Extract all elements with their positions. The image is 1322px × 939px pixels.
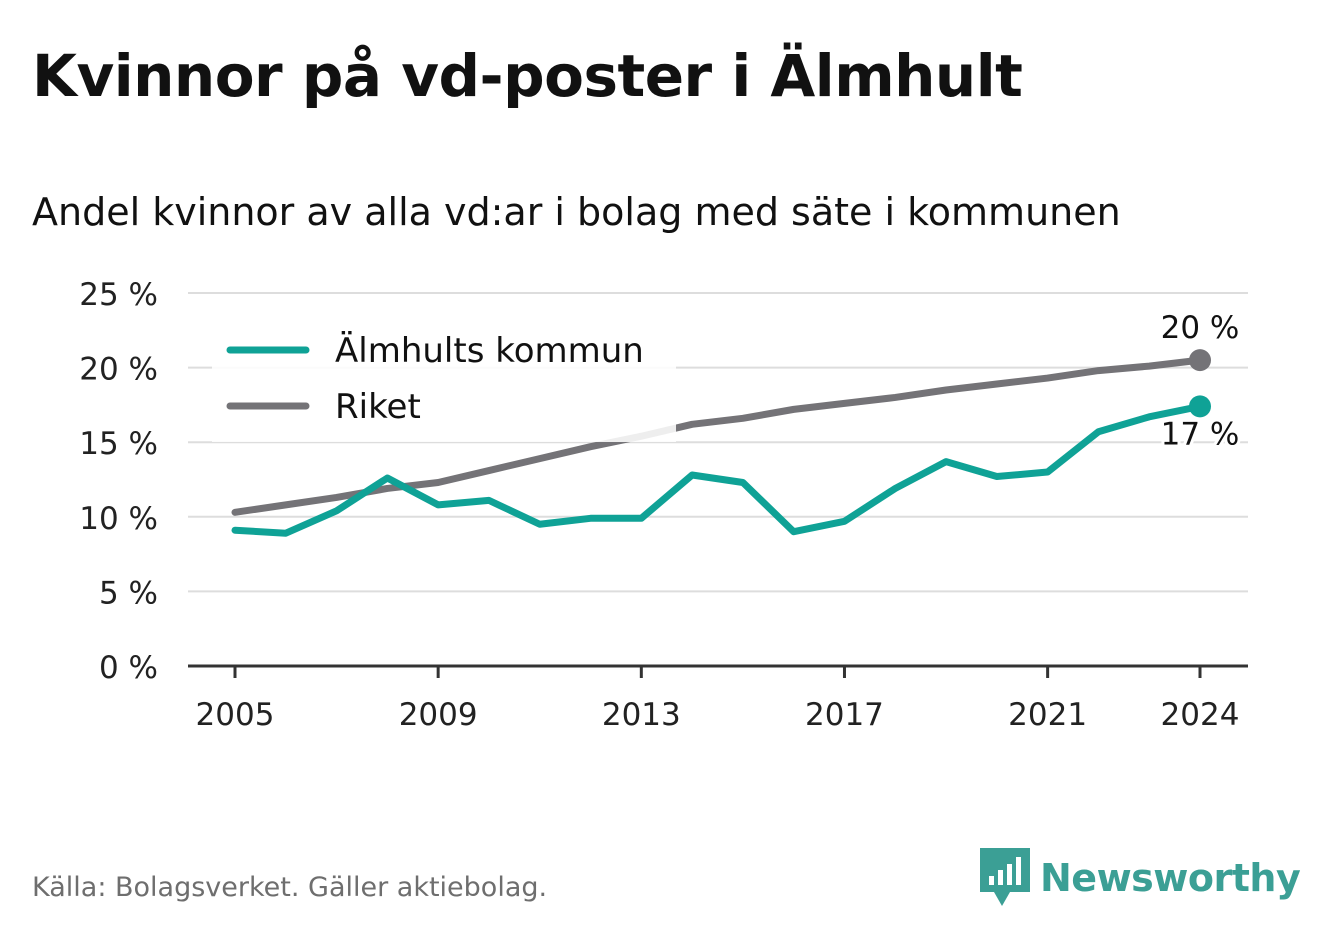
source-note: Källa: Bolagsverket. Gäller aktiebolag. <box>32 872 548 903</box>
y-tick-label: 0 % <box>99 650 158 686</box>
x-axis: 2005 2009 2013 2017 2021 2024 <box>188 664 1248 733</box>
chart-subtitle: Andel kvinnor av alla vd:ar i bolag med … <box>32 190 1121 234</box>
legend-label: Riket <box>335 387 421 427</box>
y-tick-label: 25 % <box>79 277 158 313</box>
legend-label: Älmhults kommun <box>335 331 644 371</box>
end-point-marker <box>1189 349 1211 372</box>
x-tick-label: 2024 <box>1161 697 1240 733</box>
y-tick-label: 10 % <box>79 501 158 537</box>
y-tick-label: 5 % <box>99 575 158 611</box>
chart-title: Kvinnor på vd-poster i Älmhult <box>32 42 1023 110</box>
legend-background <box>212 318 676 442</box>
brand-logo: Newsworthy <box>980 848 1301 908</box>
x-tick-label: 2021 <box>1008 697 1087 733</box>
series-lines <box>231 356 1204 537</box>
x-tick-label: 2009 <box>399 697 478 733</box>
end-value-label: 20 % <box>1161 310 1240 346</box>
line-chart: 0 %5 %10 %15 %20 %25 % 2005 2009 2013 2017 2… <box>79 277 1248 733</box>
end-labels: 17 % 20 % <box>1158 307 1243 455</box>
series-line-riket <box>231 356 1204 516</box>
end-value-label: 17 % <box>1161 416 1240 452</box>
newsworthy-logo-icon <box>980 848 1030 906</box>
series-line-almhult <box>231 402 1204 537</box>
y-axis-labels: 0 % 5 % 10 % 15 % 20 % 25 % <box>79 277 158 686</box>
legend: Älmhults kommun Riket <box>212 318 676 442</box>
brand-name: Newsworthy <box>1040 856 1301 900</box>
x-tick-label: 2005 <box>196 697 275 733</box>
x-tick-label: 2013 <box>602 697 681 733</box>
y-tick-label: 15 % <box>79 426 158 462</box>
y-tick-label: 20 % <box>79 352 158 388</box>
x-tick-label: 2017 <box>805 697 884 733</box>
end-point-marker <box>1189 395 1211 418</box>
